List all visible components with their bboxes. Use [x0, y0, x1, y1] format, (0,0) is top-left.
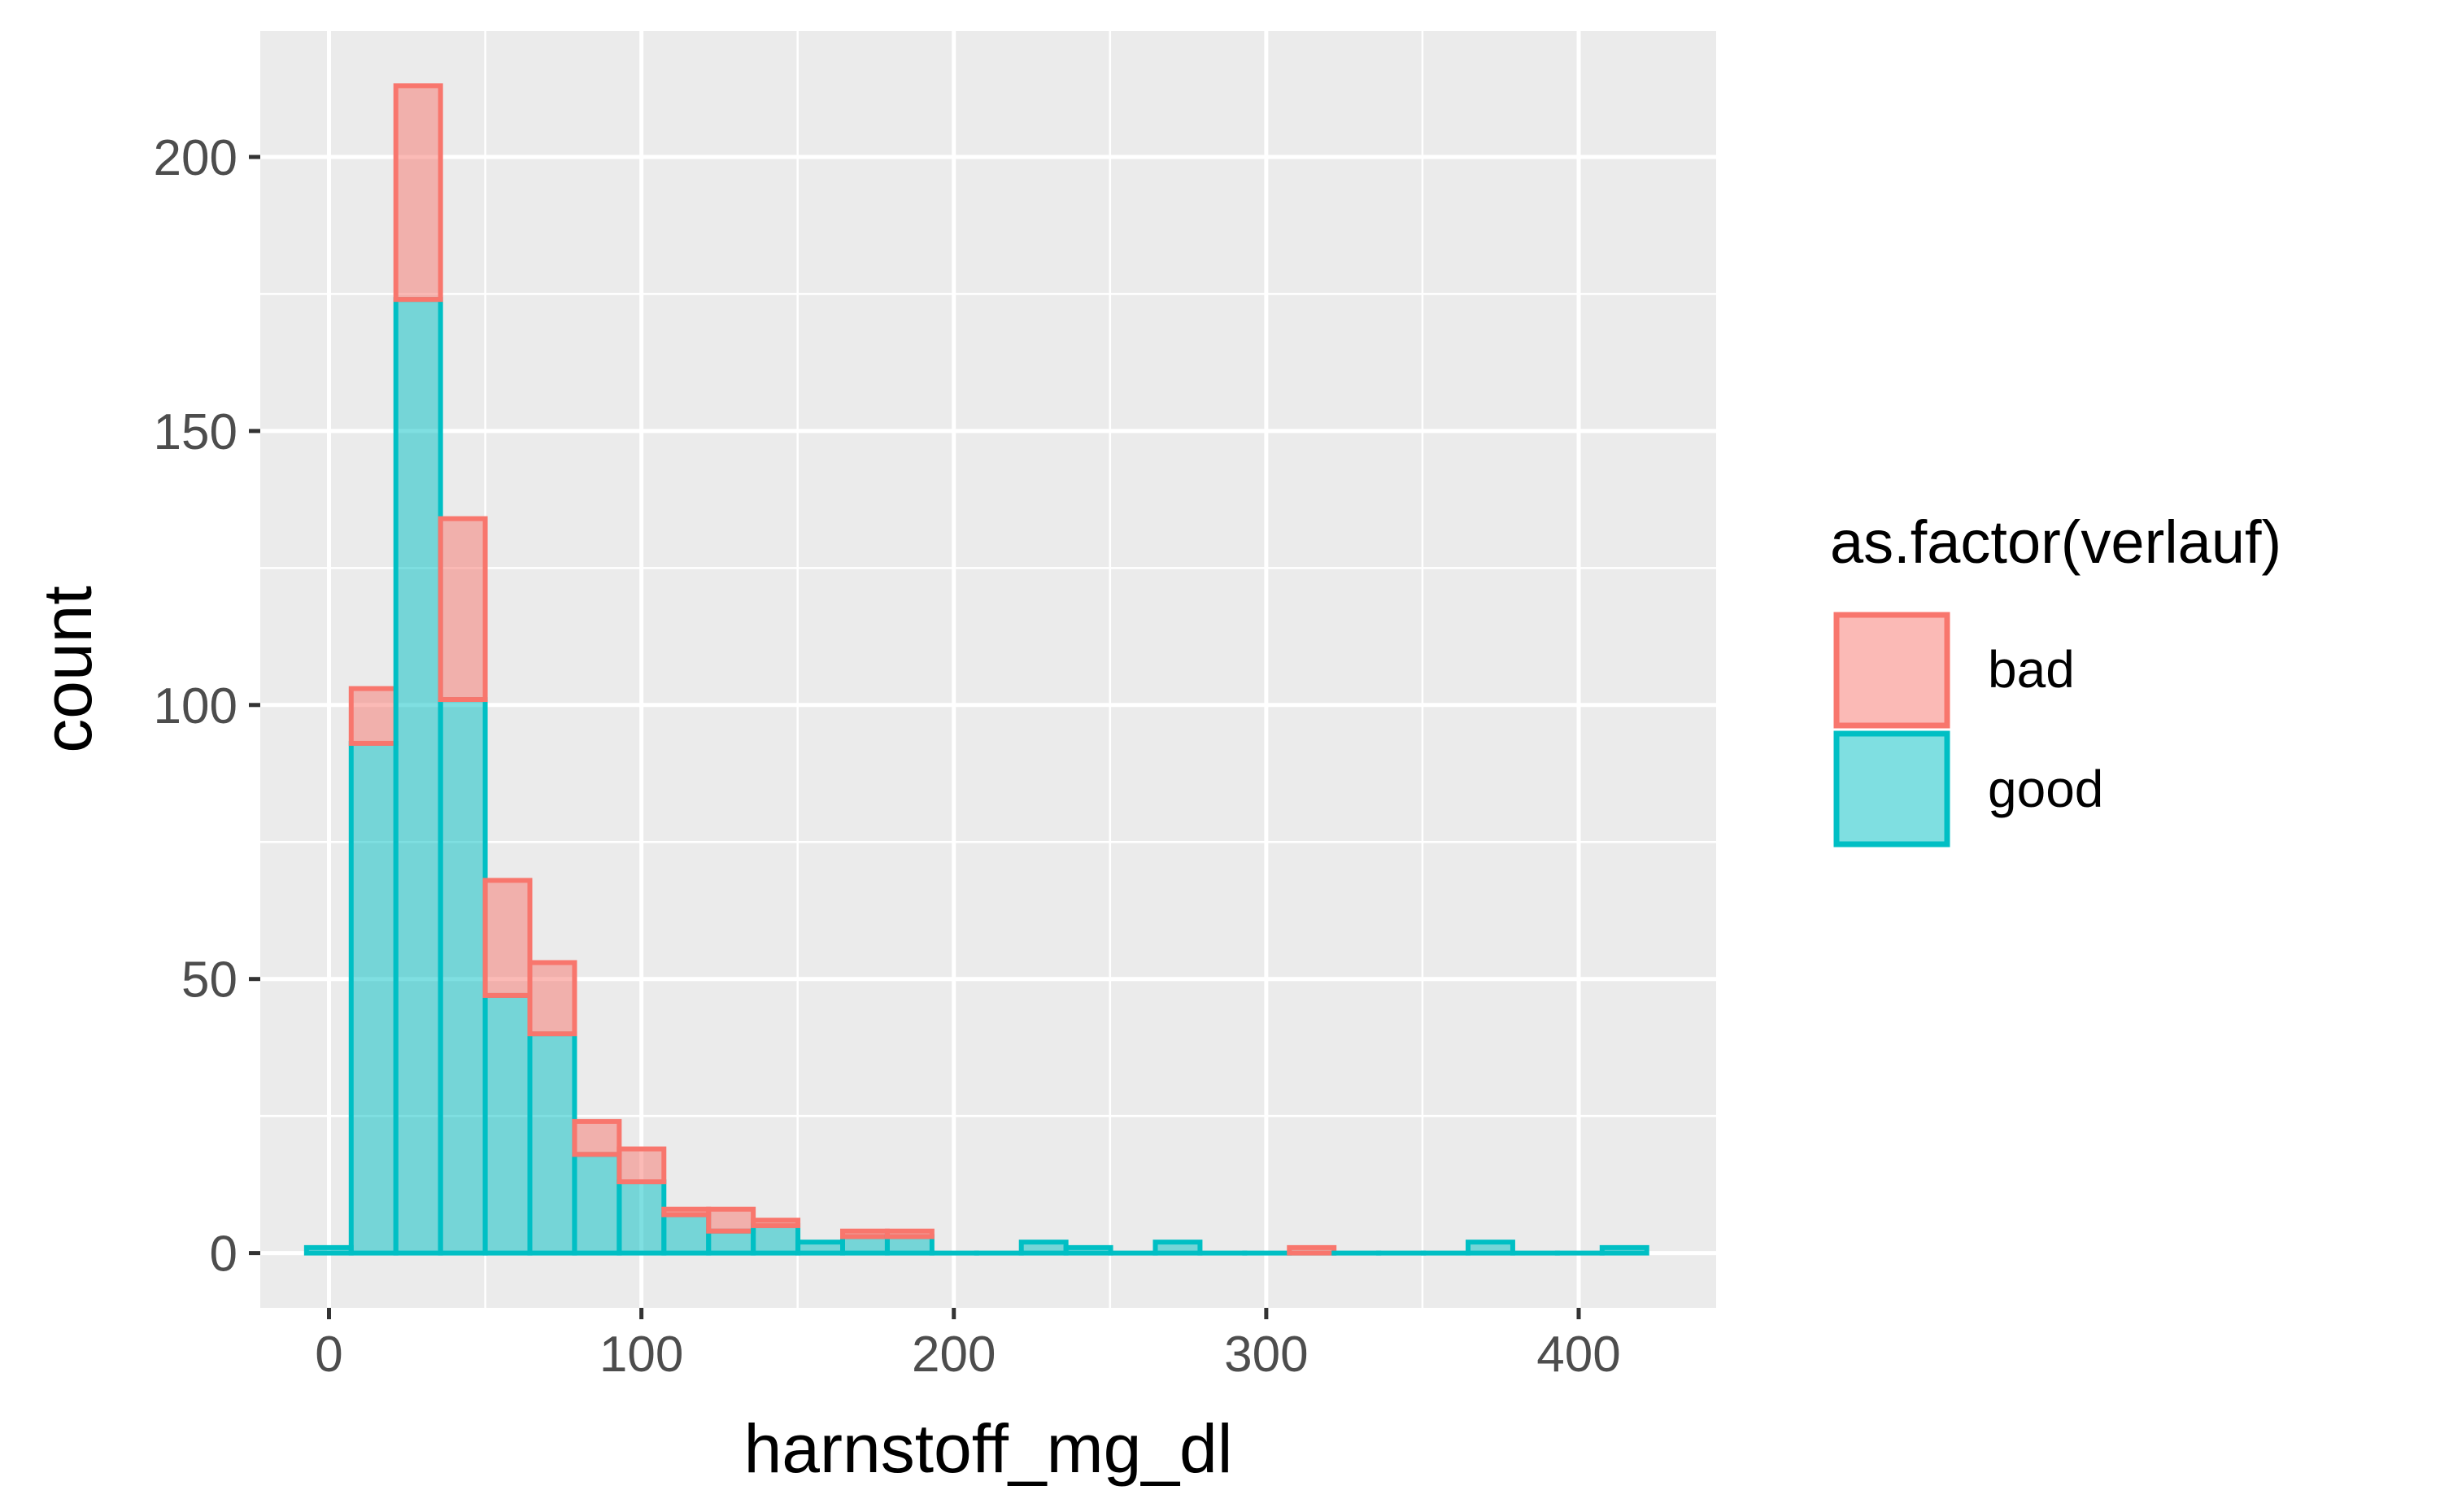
legend-entry-bad: bad [1837, 615, 2075, 725]
legend-label-good: good [1988, 760, 2103, 818]
bar-bad [486, 880, 530, 996]
x-tick-label: 300 [1224, 1327, 1308, 1383]
x-tick-label: 200 [912, 1327, 996, 1383]
bar-bad [843, 1231, 887, 1237]
bar-good [1468, 1242, 1513, 1253]
legend-label-bad: bad [1988, 640, 2075, 699]
bar-bad [574, 1122, 619, 1154]
bar-good [1602, 1248, 1647, 1253]
bar-good [753, 1226, 798, 1253]
legend-title: as.factor(verlauf) [1830, 508, 2281, 576]
bar-good [486, 996, 530, 1253]
bar-bad [887, 1231, 932, 1237]
y-tick-label: 150 [154, 404, 237, 460]
bar-bad [396, 85, 441, 299]
bar-bad [619, 1149, 664, 1182]
bar-good [396, 299, 441, 1253]
bar-good [619, 1182, 664, 1253]
bar-good [529, 1034, 574, 1253]
bar-good [1156, 1242, 1200, 1253]
bar-good [1022, 1242, 1066, 1253]
legend-key-bad [1837, 615, 1947, 725]
bar-good [887, 1236, 932, 1253]
y-tick-label: 0 [210, 1227, 237, 1283]
bar-bad [529, 962, 574, 1034]
x-tick-label: 0 [315, 1327, 342, 1383]
legend-entry-good: good [1837, 734, 2103, 844]
bar-good [664, 1214, 708, 1253]
bar-bad [708, 1209, 753, 1231]
bar-good [441, 699, 486, 1253]
x-tick-label: 100 [599, 1327, 683, 1383]
bar-bad [351, 689, 396, 743]
legend: as.factor(verlauf) bad good [1830, 508, 2281, 844]
x-tick-label: 400 [1536, 1327, 1620, 1383]
y-axis-title: count [29, 586, 106, 753]
bar-good [708, 1231, 753, 1253]
y-tick-label: 100 [154, 678, 237, 734]
legend-key-good [1837, 734, 1947, 844]
bar-good [351, 743, 396, 1253]
bar-bad [664, 1209, 708, 1215]
bar-good [574, 1154, 619, 1253]
bar-bad [1289, 1248, 1334, 1253]
bar-good [843, 1236, 887, 1253]
bar-good [798, 1242, 843, 1253]
bar-bad [753, 1220, 798, 1226]
x-axis-title: harnstoff_mg_dl [744, 1410, 1233, 1487]
y-tick-label: 200 [154, 130, 237, 186]
bar-good [1066, 1248, 1111, 1253]
y-tick-label: 50 [181, 952, 237, 1009]
bar-bad [441, 519, 486, 699]
bar-good [307, 1248, 351, 1253]
